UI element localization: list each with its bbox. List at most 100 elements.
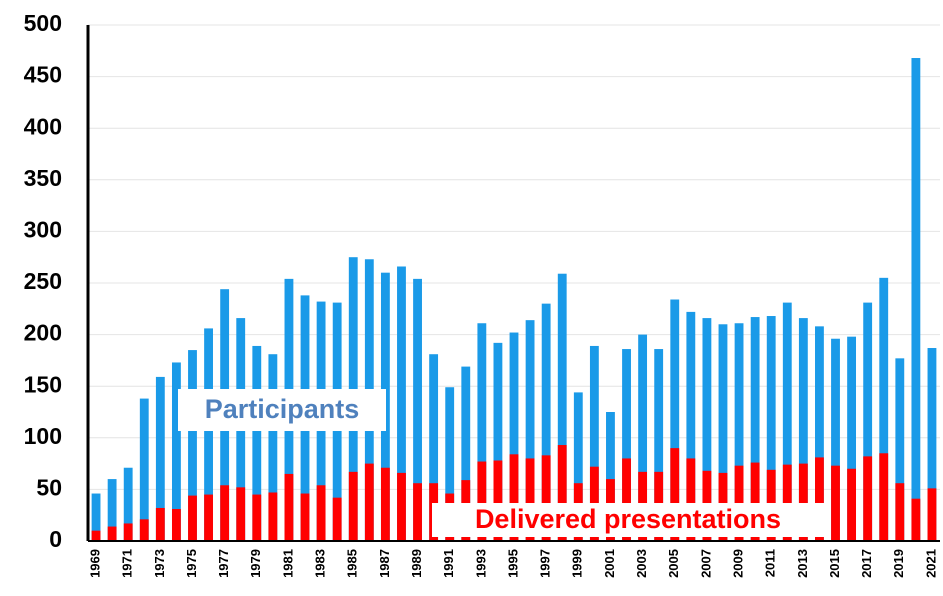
- x-tick-label: 1995: [505, 549, 520, 578]
- bar: [622, 349, 631, 541]
- x-tick-label: 1973: [152, 549, 167, 578]
- bar: [831, 465, 840, 541]
- bar: [895, 358, 905, 541]
- bar: [638, 334, 648, 541]
- bar: [413, 483, 422, 541]
- y-tick-label: 50: [36, 474, 62, 500]
- y-tick-label: 450: [24, 62, 62, 88]
- bar: [171, 509, 181, 541]
- bar: [911, 58, 921, 542]
- bar: [541, 303, 551, 541]
- x-tick-label: 2017: [859, 549, 874, 578]
- bar: [573, 392, 583, 541]
- bar: [606, 412, 615, 541]
- legend-label: Delivered presentations: [475, 504, 781, 534]
- bar: [557, 445, 567, 541]
- bar: [509, 332, 519, 541]
- x-tick-label: 1981: [280, 549, 295, 578]
- x-tick-label: 2003: [634, 549, 649, 578]
- bar: [300, 493, 310, 541]
- bar: [766, 316, 776, 541]
- x-tick-label: 2005: [666, 549, 681, 578]
- y-tick-label: 150: [24, 371, 62, 397]
- bar: [348, 471, 358, 541]
- bar: [879, 453, 889, 541]
- bar: [847, 468, 857, 541]
- y-tick-label: 250: [24, 268, 62, 294]
- bar: [782, 464, 792, 541]
- x-tick-label: 2009: [730, 549, 745, 578]
- x-tick-label: 1977: [216, 549, 231, 578]
- bar: [750, 317, 760, 541]
- bar: [397, 266, 406, 541]
- bar: [622, 458, 631, 541]
- x-tick-label: 1997: [538, 549, 553, 578]
- bar: [815, 326, 824, 541]
- y-tick-label: 400: [24, 113, 62, 139]
- bar: [220, 485, 230, 541]
- bar: [927, 348, 937, 541]
- bar: [445, 387, 455, 541]
- x-tick-label: 2007: [698, 549, 713, 578]
- x-tick-label: 1985: [345, 549, 360, 578]
- bar: [798, 318, 808, 541]
- bar: [204, 328, 213, 541]
- bar: [718, 324, 728, 541]
- bar: [380, 467, 390, 541]
- bar: [252, 345, 262, 541]
- x-tick-label: 2015: [827, 549, 842, 578]
- bar: [702, 318, 712, 541]
- bar: [332, 497, 342, 541]
- bar: [188, 350, 197, 541]
- legend-box: [178, 389, 386, 431]
- x-tick-label: 2011: [763, 549, 778, 577]
- bar: [831, 338, 840, 541]
- bar: [879, 277, 889, 541]
- bar: [123, 467, 133, 541]
- bar: [525, 458, 535, 541]
- y-tick-label: 300: [24, 216, 62, 242]
- bar: [493, 460, 503, 541]
- bar: [316, 485, 326, 541]
- bar: [252, 494, 262, 541]
- legend-box: [432, 503, 824, 537]
- x-tick-label: 1979: [248, 549, 263, 578]
- bar: [895, 483, 905, 541]
- bars: [91, 58, 937, 542]
- x-tick-label: 1989: [409, 549, 424, 578]
- bar: [268, 354, 278, 541]
- x-tick-label: 1991: [441, 549, 456, 578]
- bar: [139, 519, 149, 541]
- y-tick-label: 100: [24, 423, 62, 449]
- bar: [461, 366, 471, 541]
- y-tick-label: 500: [24, 10, 62, 36]
- bar: [155, 376, 165, 541]
- bar: [107, 526, 117, 541]
- x-tick-label: 2001: [602, 549, 617, 578]
- bar: [236, 487, 246, 541]
- bar: [397, 472, 406, 541]
- bar: [139, 398, 149, 541]
- bar: [927, 488, 937, 541]
- bar: [686, 311, 696, 541]
- bar: [815, 457, 824, 541]
- bar: [204, 494, 213, 541]
- bar: [413, 278, 422, 541]
- x-tick-label: 2013: [795, 549, 810, 578]
- bar: [863, 456, 873, 541]
- y-tick-label: 200: [24, 320, 62, 346]
- bar: [798, 463, 808, 541]
- bar: [123, 523, 133, 541]
- bar: [268, 492, 278, 541]
- labels: 0 50 100 150 200 250 300 350 400 450 500 1969 1971 19…: [24, 10, 940, 578]
- x-tick-label: 2021: [923, 549, 938, 578]
- x-tick-label: 1983: [313, 549, 328, 578]
- bar: [911, 498, 921, 541]
- bar: [91, 493, 101, 541]
- bar: [670, 448, 680, 541]
- bar: [670, 299, 680, 541]
- bar: [509, 454, 519, 541]
- bar: [477, 323, 487, 541]
- y-tick-label: 0: [49, 526, 62, 552]
